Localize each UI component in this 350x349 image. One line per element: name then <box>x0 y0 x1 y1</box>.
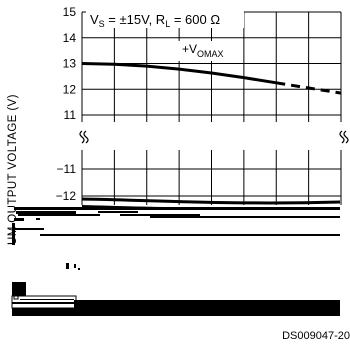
y-tick-label: 11 <box>64 108 77 122</box>
series-label-background <box>178 41 242 61</box>
y-tick-label: −12 <box>56 189 77 203</box>
y-tick-label: 13 <box>63 57 77 71</box>
upper-grid <box>81 11 342 122</box>
rl-subscript: L <box>165 19 170 29</box>
lower-grid <box>81 150 342 205</box>
series-label-subscript: OMAX <box>197 49 224 59</box>
scan-artifact-region <box>12 207 340 316</box>
right-axis-break-mark <box>339 130 349 144</box>
y-tick-label: 15 <box>63 5 77 19</box>
conditions-background <box>86 8 244 28</box>
left-axis-break-mark <box>79 130 89 144</box>
y-axis-label: UM OUTPUT VOLTAGE (V) <box>7 94 19 245</box>
y-tick-label: −11 <box>57 162 77 176</box>
y-tick-label: 12 <box>63 82 77 96</box>
vs-prefix: V <box>90 12 99 27</box>
series-line-dashed <box>276 81 342 95</box>
series-label-prefix: +V <box>182 42 197 56</box>
conditions-annotation: VS = ±15V, RL = 600 Ω <box>90 12 220 29</box>
vs-text: = ±15V, R <box>105 12 166 27</box>
negative-series-line <box>81 197 341 205</box>
series-line-solid <box>81 62 277 85</box>
rl-text: = 600 Ω <box>170 12 220 27</box>
document-id: DS009047-20 <box>282 330 350 342</box>
y-tick-label: 14 <box>63 31 77 45</box>
vs-subscript: S <box>99 19 105 29</box>
series-label: +VOMAX <box>182 42 224 59</box>
scan-artifact-outline <box>11 293 77 309</box>
y-tick-labels: 15 14 13 12 11 −11 −12 <box>56 5 77 203</box>
